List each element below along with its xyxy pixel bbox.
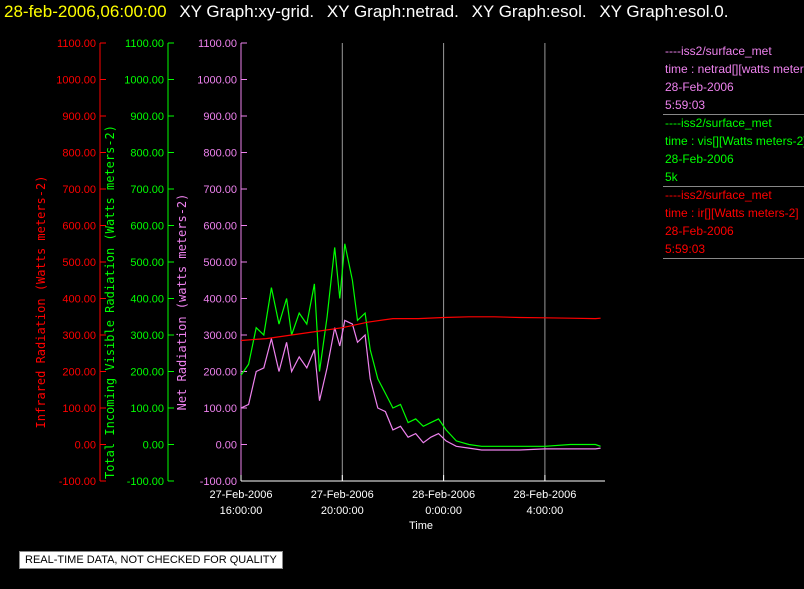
- y-tick-label: 400.00: [203, 294, 237, 306]
- graph-tab-netrad[interactable]: XY Graph:netrad.: [326, 2, 459, 21]
- x-tick-time: 0:00:00: [425, 505, 462, 517]
- legend-line: 28-Feb-2006: [665, 224, 734, 238]
- x-tick-time: 4:00:00: [527, 505, 564, 517]
- graph-tab-esol[interactable]: XY Graph:esol.: [471, 2, 587, 21]
- graph-tab-xy-grid[interactable]: XY Graph:xy-grid.: [179, 2, 315, 21]
- legend-line: 5k: [665, 170, 678, 184]
- legend-line: 5:59:03: [665, 98, 706, 112]
- graph-tab-esol-0[interactable]: XY Graph:esol.0.: [599, 2, 729, 21]
- series-line-1: [240, 243, 601, 447]
- y-tick-label: 600.00: [130, 221, 164, 233]
- y-tick-label: 800.00: [130, 148, 164, 160]
- y-tick-label: 900.00: [62, 111, 96, 123]
- y-tick-label: 1100.00: [125, 38, 164, 50]
- y-tick-label: 400.00: [62, 294, 96, 306]
- y-tick-label: 600.00: [203, 221, 237, 233]
- y-tick-label: 200.00: [203, 367, 237, 379]
- header-timestamp: 28-feb-2006,06:00:00: [4, 2, 167, 21]
- y-tick-label: 300.00: [203, 330, 237, 342]
- y-axis-title: Total Incoming Visible Radiation (Watts …: [103, 125, 117, 479]
- x-tick-time: 16:00:00: [220, 505, 263, 517]
- y-tick-label: 200.00: [62, 367, 96, 379]
- y-tick-label: -100.00: [59, 476, 96, 488]
- legend-line: ----iss2/surface_met: [665, 116, 772, 130]
- y-tick-label: -100.00: [200, 476, 237, 488]
- y-tick-label: 400.00: [130, 294, 164, 306]
- y-tick-label: -100.00: [127, 476, 164, 488]
- y-tick-label: 200.00: [130, 367, 164, 379]
- legend-line: 28-Feb-2006: [665, 80, 734, 94]
- y-tick-label: 100.00: [203, 403, 237, 415]
- y-tick-label: 100.00: [62, 403, 96, 415]
- y-tick-label: 900.00: [203, 111, 237, 123]
- x-tick-time: 20:00:00: [321, 505, 364, 517]
- y-tick-label: 700.00: [203, 184, 237, 196]
- x-axis-title: Time: [409, 520, 433, 532]
- header-title: 28-feb-2006,06:00:00 XY Graph:xy-grid. X…: [4, 2, 728, 22]
- y-tick-label: 0.00: [216, 440, 237, 452]
- series-line-0: [240, 319, 601, 451]
- y-tick-label: 0.00: [143, 440, 164, 452]
- legend-line: time : netrad[][watts meters-2]: [665, 62, 804, 76]
- y-tick-label: 800.00: [62, 148, 96, 160]
- y-tick-label: 500.00: [203, 257, 237, 269]
- x-tick-date: 28-Feb-2006: [412, 489, 475, 501]
- x-tick-date: 27-Feb-2006: [311, 489, 374, 501]
- legend-line: ----iss2/surface_met: [665, 44, 772, 58]
- y-tick-label: 100.00: [130, 403, 164, 415]
- legend-line: 5:59:03: [665, 242, 706, 256]
- y-tick-label: 600.00: [62, 221, 96, 233]
- y-tick-label: 1000.00: [56, 75, 96, 87]
- x-tick-date: 28-Feb-2006: [513, 489, 576, 501]
- y-tick-label: 1100.00: [57, 38, 96, 50]
- y-tick-label: 500.00: [130, 257, 164, 269]
- y-tick-label: 700.00: [130, 184, 164, 196]
- y-tick-label: 1000.00: [124, 75, 164, 87]
- y-tick-label: 500.00: [62, 257, 96, 269]
- x-tick-date: 27-Feb-2006: [210, 489, 273, 501]
- y-tick-label: 700.00: [62, 184, 96, 196]
- y-tick-label: 900.00: [130, 111, 164, 123]
- y-tick-label: 1000.00: [197, 75, 237, 87]
- y-tick-label: 300.00: [130, 330, 164, 342]
- y-tick-label: 300.00: [62, 330, 96, 342]
- y-axis-title: Net Radiation (watts meters-2): [175, 194, 189, 411]
- y-tick-label: 0.00: [75, 440, 96, 452]
- legend-line: ----iss2/surface_met: [665, 188, 772, 202]
- legend-line: time : ir[][Watts meters-2]: [665, 206, 799, 220]
- y-tick-label: 800.00: [203, 148, 237, 160]
- series-line-2: [240, 316, 601, 342]
- y-axis-title: Infrared Radiation (Watts meters-2): [34, 176, 48, 429]
- quality-note: REAL-TIME DATA, NOT CHECKED FOR QUALITY: [19, 551, 283, 569]
- legend-line: time : vis[][Watts meters-2]: [665, 134, 804, 148]
- legend-line: 28-Feb-2006: [665, 152, 734, 166]
- y-tick-label: 1100.00: [198, 38, 237, 50]
